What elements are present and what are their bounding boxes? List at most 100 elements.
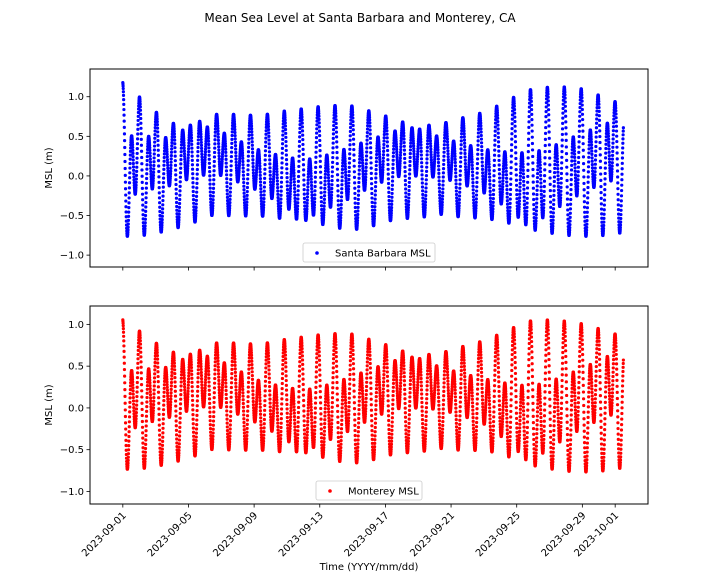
data-point: [398, 150, 403, 155]
data-point: [542, 179, 547, 183]
data-point: [139, 377, 144, 381]
data-point: [616, 175, 620, 179]
data-point: [213, 364, 217, 368]
data-point: [492, 153, 497, 157]
data-point: [580, 107, 584, 112]
data-point: [611, 125, 616, 129]
data-point: [497, 163, 501, 167]
data-point: [148, 146, 152, 150]
data-point: [492, 183, 496, 188]
data-point: [127, 425, 131, 429]
data-point: [216, 129, 220, 133]
data-point: [145, 158, 149, 163]
data-point: [249, 121, 253, 126]
data-point: [487, 159, 491, 164]
data-point: [134, 177, 138, 181]
data-point: [441, 171, 445, 175]
data-point: [602, 203, 606, 207]
data-point: [576, 174, 580, 178]
data-point: [306, 175, 310, 179]
data-point: [186, 164, 190, 168]
data-point: [559, 176, 563, 181]
data-point: [526, 168, 530, 172]
data-point: [436, 148, 440, 152]
data-point: [360, 161, 365, 165]
data-point: [585, 225, 589, 230]
data-point: [331, 136, 335, 141]
data-point: [619, 216, 623, 221]
data-point: [251, 399, 255, 404]
data-point: [162, 383, 166, 387]
data-point: [128, 171, 132, 175]
data-point: [425, 145, 429, 149]
data-point: [437, 186, 442, 190]
data-point: [455, 196, 459, 200]
data-point: [258, 393, 262, 397]
data-point: [441, 187, 445, 191]
data-point: [169, 397, 173, 401]
data-point: [211, 201, 215, 205]
data-point: [552, 170, 557, 175]
data-point: [200, 158, 204, 162]
data-point: [157, 164, 161, 168]
data-point: [370, 200, 374, 204]
data-point: [521, 162, 525, 166]
data-point: [381, 165, 385, 169]
data-point: [230, 141, 234, 146]
data-point: [276, 421, 280, 425]
data-point: [386, 153, 390, 157]
data-point: [585, 201, 590, 205]
data-point: [241, 153, 245, 158]
data-point: [508, 197, 512, 201]
data-point: [351, 123, 355, 128]
data-point: [351, 113, 355, 117]
data-point: [213, 134, 217, 138]
data-point: [616, 187, 620, 191]
data-point: [421, 192, 425, 197]
data-point: [402, 144, 406, 148]
data-point: [258, 395, 262, 400]
data-point: [327, 179, 331, 183]
data-point: [302, 188, 306, 192]
data-point: [276, 428, 280, 432]
data-point: [522, 179, 526, 183]
data-point: [283, 347, 287, 351]
data-point: [196, 384, 200, 389]
data-point: [552, 189, 556, 193]
data-point: [501, 173, 505, 177]
data-point: [144, 209, 148, 213]
data-point: [364, 162, 368, 166]
data-point: [123, 401, 127, 405]
data-point: [229, 177, 233, 182]
data-point: [580, 93, 584, 97]
data-point: [296, 179, 301, 183]
data-point: [568, 219, 572, 223]
data-point: [300, 129, 305, 133]
data-point: [280, 171, 284, 175]
data-point: [234, 160, 238, 164]
data-point: [563, 104, 567, 108]
data-point: [148, 157, 152, 161]
data-point: [247, 133, 251, 137]
data-point: [375, 152, 379, 157]
data-point: [155, 126, 160, 130]
data-point: [313, 196, 317, 201]
data-point: [262, 436, 266, 440]
data-point: [194, 427, 199, 431]
data-point: [548, 163, 552, 167]
data-point: [470, 170, 475, 174]
data-point: [217, 154, 221, 158]
data-point: [436, 154, 440, 158]
data-point: [241, 163, 245, 167]
data-point: [237, 161, 242, 165]
data-point: [288, 192, 292, 196]
data-point: [607, 154, 611, 158]
data-point: [289, 175, 293, 179]
data-point: [263, 394, 267, 398]
data-point: [339, 202, 343, 207]
data-point: [348, 152, 352, 156]
data-point: [322, 207, 326, 212]
data-point: [245, 181, 250, 185]
data-point: [212, 410, 216, 414]
data-point: [179, 154, 183, 158]
